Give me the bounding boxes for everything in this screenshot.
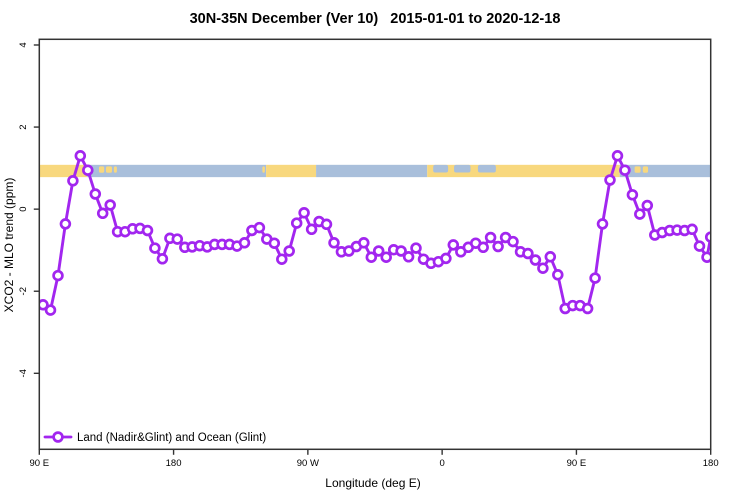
data-point-marker xyxy=(529,254,542,266)
data-point-marker xyxy=(701,251,711,263)
data-point-marker xyxy=(82,164,94,176)
data-point-marker xyxy=(253,221,266,234)
map-band-inland-sea xyxy=(477,164,496,173)
data-point-marker xyxy=(552,269,564,281)
x-tick-label: 90 W xyxy=(297,458,319,469)
data-point-marker xyxy=(305,223,318,236)
data-point-marker xyxy=(581,302,594,315)
x-tick-label: 0 xyxy=(439,458,444,469)
map-band-inland-sea xyxy=(433,164,449,173)
y-tick-label: -4 xyxy=(18,369,29,377)
map-band-inland-sea xyxy=(454,164,471,173)
data-series xyxy=(39,150,711,316)
data-point-marker xyxy=(589,272,601,284)
data-point-marker xyxy=(395,245,407,257)
x-tick-label: 90 E xyxy=(30,458,50,469)
data-point-marker xyxy=(89,188,102,200)
data-point-marker xyxy=(410,242,422,254)
data-point-marker xyxy=(44,304,57,316)
data-point-marker xyxy=(104,199,116,211)
plot-frame xyxy=(38,38,712,451)
data-point-marker xyxy=(634,208,646,220)
x-tick-label: 180 xyxy=(703,458,719,469)
data-point-marker xyxy=(537,262,549,274)
data-point-marker xyxy=(156,253,169,265)
data-point-marker xyxy=(626,189,639,201)
data-point-marker xyxy=(365,251,378,263)
data-point-marker xyxy=(328,237,340,249)
data-point-marker xyxy=(67,175,79,187)
legend-marker-icon xyxy=(52,431,64,443)
data-point-marker xyxy=(290,217,303,229)
map-band-segment-ocean xyxy=(619,164,711,178)
y-tick-label: 0 xyxy=(18,207,29,212)
data-point-marker xyxy=(484,231,497,244)
data-point-marker xyxy=(544,251,557,263)
data-point-marker xyxy=(238,237,251,249)
axis-ticks: 90 E 180 90 W 0 90 E 180 -4 -2 0 2 4 xyxy=(18,42,719,468)
data-point-marker xyxy=(96,207,109,220)
data-point-marker xyxy=(492,240,504,253)
data-point-marker xyxy=(380,251,392,263)
map-band-segment-land xyxy=(427,164,620,178)
data-point-marker xyxy=(522,247,534,260)
data-point-marker xyxy=(596,218,609,230)
data-point-marker xyxy=(52,269,64,282)
data-point-marker xyxy=(477,241,489,254)
map-band-island xyxy=(634,166,641,173)
data-point-marker xyxy=(171,233,184,245)
y-tick-label: 2 xyxy=(18,124,29,129)
data-point-marker xyxy=(693,240,706,252)
x-axis-label: Longitude (deg E) xyxy=(325,476,420,490)
data-point-marker xyxy=(447,239,460,251)
data-point-marker xyxy=(440,252,452,265)
data-point-marker xyxy=(298,207,310,219)
map-band-island xyxy=(98,166,105,173)
map-band-segment-land xyxy=(39,164,88,178)
x-tick-label: 180 xyxy=(166,458,182,469)
map-band-island xyxy=(105,166,112,173)
legend: Land (Nadir&Glint) and Ocean (Glint) xyxy=(43,431,266,444)
data-point-marker xyxy=(320,218,333,231)
data-point-marker xyxy=(611,150,624,162)
y-tick-label: -2 xyxy=(18,287,29,295)
legend-label: Land (Nadir&Glint) and Ocean (Glint) xyxy=(77,432,266,444)
data-point-marker xyxy=(402,251,415,263)
map-band-segment-land xyxy=(266,164,317,178)
data-point-marker xyxy=(39,299,49,311)
data-point-marker xyxy=(283,245,295,257)
data-point-marker xyxy=(268,237,281,249)
x-tick-label: 90 E xyxy=(567,458,587,469)
map-band-island xyxy=(642,166,649,173)
map-band-island xyxy=(262,166,265,173)
data-point-marker xyxy=(619,164,631,176)
data-point-marker xyxy=(641,199,654,212)
map-band-island xyxy=(113,166,117,173)
data-point-marker xyxy=(74,150,87,162)
land-ocean-map-band xyxy=(39,164,711,178)
data-point-marker xyxy=(358,237,370,249)
y-tick-label: 4 xyxy=(18,42,29,47)
chart-title: 30N-35N December (Ver 10) 2015-01-01 to … xyxy=(190,11,561,27)
map-band-segment-ocean xyxy=(316,164,428,178)
map-band-segment-ocean xyxy=(87,164,267,178)
data-point-marker xyxy=(276,253,288,265)
data-point-marker xyxy=(141,224,154,237)
data-point-marker xyxy=(686,223,698,236)
data-point-marker xyxy=(59,218,72,230)
data-point-marker xyxy=(507,235,519,248)
data-point-marker xyxy=(372,245,385,257)
y-axis-label: XCO2 - MLO trend (ppm) xyxy=(2,178,16,313)
data-point-marker xyxy=(604,174,616,186)
data-point-marker xyxy=(149,242,161,254)
